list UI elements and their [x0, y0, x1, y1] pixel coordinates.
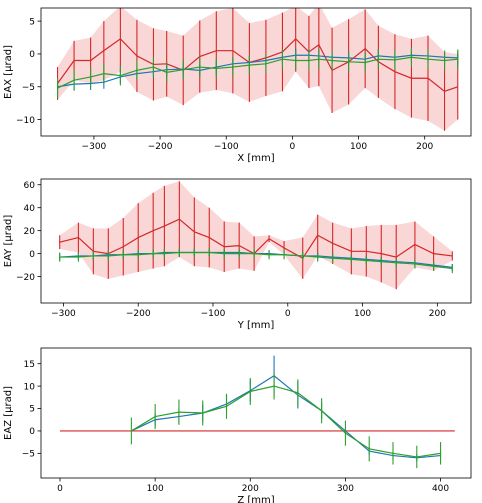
- x-tick-label: −200: [148, 142, 173, 152]
- x-tick-label: 0: [57, 484, 63, 494]
- x-tick-label: −200: [126, 309, 151, 319]
- subplot-1: −300 −200 −100 0 100 200 −10 −5 0 5 X [mm] EAX [µra…: [3, 7, 472, 164]
- x-tick-label: 100: [354, 309, 371, 319]
- plot-area: [59, 181, 453, 290]
- x-tick-label: 200: [416, 142, 433, 152]
- axes-frame: [40, 178, 472, 304]
- x-tick-label: −300: [51, 309, 76, 319]
- subplot-3: 0 100 200 300 400 −5 0 5 10 15 Z [mm] EAZ [µrad]: [3, 347, 472, 503]
- series-line: [131, 375, 441, 459]
- y-tick-label: 5: [29, 405, 35, 415]
- x-tick-label: 200: [429, 309, 446, 319]
- series-line: [131, 385, 441, 458]
- series-blue: [131, 355, 442, 462]
- y-tick-label: 10: [24, 382, 36, 392]
- x-tick-label: 100: [147, 484, 164, 494]
- y-tick-label: 0: [29, 50, 35, 60]
- x-axis-label: Y [mm]: [237, 320, 275, 331]
- uncertainty-band: [57, 8, 458, 131]
- series-line: [59, 251, 453, 270]
- y-tick-label: 60: [24, 181, 36, 191]
- uncertainty-band: [59, 181, 453, 290]
- y-tick-label: 15: [24, 360, 35, 370]
- y-tick-label: 5: [29, 17, 35, 27]
- x-tick-label: 100: [350, 142, 367, 152]
- y-tick-label: −10: [16, 116, 35, 126]
- y-axis-label: EAZ [µrad]: [3, 386, 14, 440]
- y-axis-label: EAX [µrad]: [3, 45, 14, 99]
- y-axis-label: EAY [µrad]: [3, 215, 14, 268]
- plot-area: [56, 8, 459, 131]
- x-tick-label: −100: [214, 142, 239, 152]
- x-axis-label: X [mm]: [237, 153, 274, 164]
- x-tick-label: 0: [290, 142, 296, 152]
- y-tick-label: 20: [24, 227, 36, 237]
- series-green: [59, 247, 453, 274]
- y-tick-label: 0: [29, 427, 35, 437]
- plot-area: [60, 355, 455, 469]
- y-tick-label: 0: [29, 250, 35, 260]
- series-green: [56, 47, 459, 98]
- x-tick-label: −300: [82, 142, 107, 152]
- x-tick-label: 0: [285, 309, 291, 319]
- y-tick-label: 40: [24, 204, 36, 214]
- series-green: [130, 372, 442, 469]
- axes-frame: [40, 7, 472, 137]
- x-tick-label: 200: [242, 484, 259, 494]
- y-tick-label: −5: [22, 450, 35, 460]
- x-axis-label: Z [mm]: [237, 495, 274, 503]
- series-line: [57, 56, 458, 89]
- x-tick-label: −100: [201, 309, 226, 319]
- y-tick-label: −5: [22, 83, 35, 93]
- x-tick-label: 400: [432, 484, 449, 494]
- axes-frame: [40, 347, 472, 479]
- y-tick-label: −20: [16, 273, 35, 283]
- x-tick-label: 300: [337, 484, 354, 494]
- series-line: [59, 218, 453, 260]
